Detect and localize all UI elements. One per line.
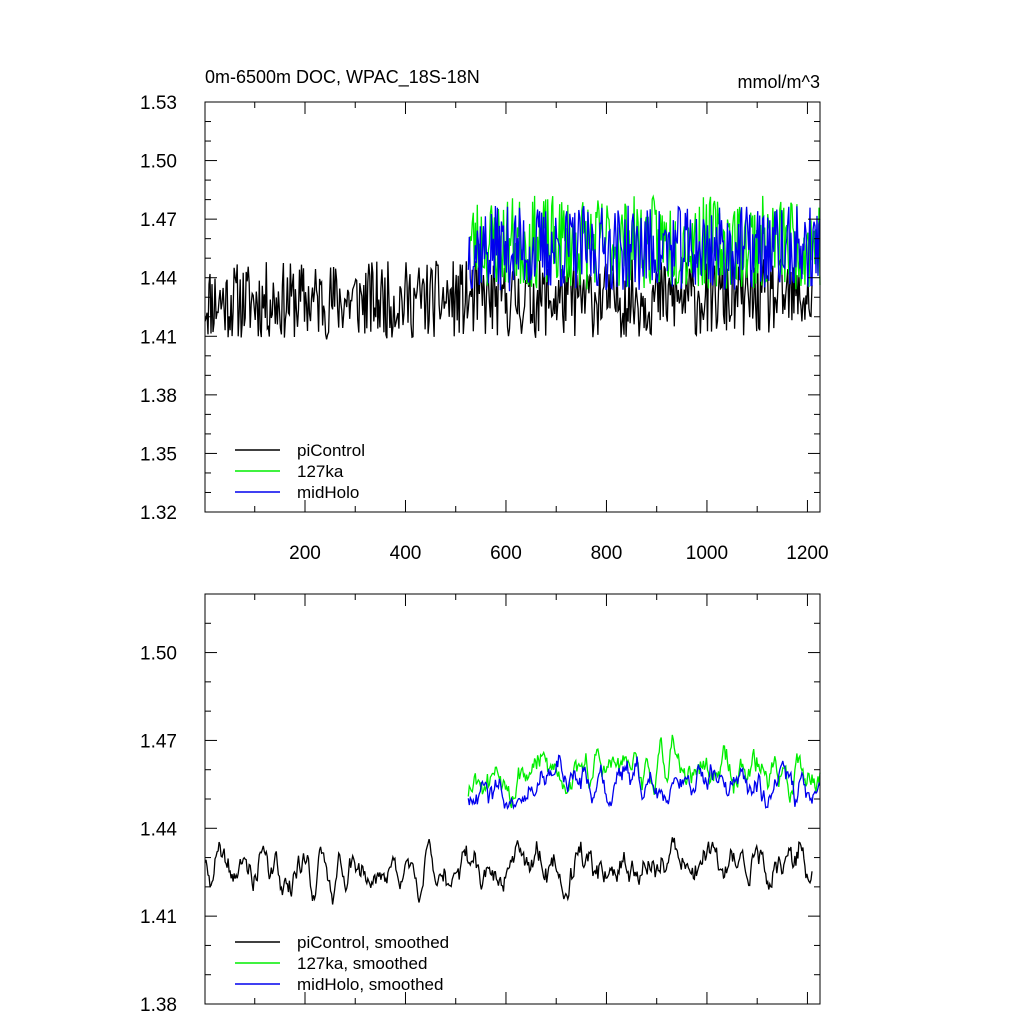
y-tick-label: 1.44 bbox=[140, 269, 177, 290]
legend-label: piControl bbox=[297, 441, 365, 460]
legend-label: 127ka bbox=[297, 462, 344, 481]
bottom-legend: piControl, smoothed 127ka, smoothed midHol… bbox=[235, 933, 449, 994]
series-line-127ka-smoothed bbox=[467, 734, 821, 809]
top-chart-units: mmol/m^3 bbox=[738, 72, 820, 92]
top-series-lines bbox=[204, 194, 821, 340]
series-line-midholo-smoothed bbox=[467, 754, 821, 810]
series-line-midholo bbox=[467, 205, 821, 292]
legend-label: piControl, smoothed bbox=[297, 933, 449, 952]
bottom-panel: 1.38 1.41 1.44 1.47 1.50 piControl, smoothed… bbox=[140, 593, 821, 1016]
x-tick-label: 200 bbox=[289, 543, 321, 564]
bottom-axis-ticks: 1.38 1.41 1.44 1.47 1.50 bbox=[140, 594, 820, 1016]
y-tick-label: 1.47 bbox=[140, 731, 177, 752]
y-tick-label: 1.50 bbox=[140, 644, 177, 665]
y-tick-label: 1.35 bbox=[140, 444, 177, 465]
y-tick-label: 1.44 bbox=[140, 819, 177, 840]
y-tick-label: 1.32 bbox=[140, 503, 177, 524]
series-line-picontrol-smoothed bbox=[204, 837, 813, 905]
y-tick-label: 1.38 bbox=[140, 995, 177, 1016]
x-tick-label: 1000 bbox=[686, 543, 728, 564]
bottom-series-lines bbox=[204, 734, 821, 905]
x-tick-label: 800 bbox=[591, 543, 623, 564]
bottom-plot-frame bbox=[204, 593, 821, 1005]
legend-label: midHolo bbox=[297, 483, 359, 502]
y-tick-label: 1.53 bbox=[140, 93, 177, 114]
y-tick-label: 1.41 bbox=[140, 327, 177, 348]
x-tick-label: 1200 bbox=[786, 543, 828, 564]
legend-label: midHolo, smoothed bbox=[297, 975, 443, 994]
y-tick-label: 1.41 bbox=[140, 907, 177, 928]
top-plot-frame bbox=[204, 101, 821, 513]
legend-label: 127ka, smoothed bbox=[297, 954, 427, 973]
top-axis-ticks: 1.32 1.35 1.38 1.41 1.44 1.47 1.50 1.53 200 400 60… bbox=[140, 93, 829, 564]
y-tick-label: 1.50 bbox=[140, 152, 177, 173]
x-tick-label: 400 bbox=[390, 543, 422, 564]
top-chart-title: 0m-6500m DOC, WPAC_18S-18N bbox=[205, 67, 480, 88]
top-legend: piControl 127ka midHolo bbox=[235, 441, 365, 502]
top-panel: 0m-6500m DOC, WPAC_18S-18N mmol/m^3 1.32… bbox=[140, 67, 829, 564]
x-tick-label: 600 bbox=[490, 543, 522, 564]
y-tick-label: 1.38 bbox=[140, 386, 177, 407]
y-tick-label: 1.47 bbox=[140, 210, 177, 231]
series-line-picontrol bbox=[204, 258, 813, 340]
